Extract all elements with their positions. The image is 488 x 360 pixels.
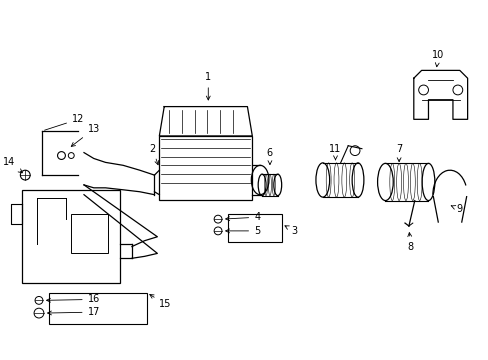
- Text: 13: 13: [71, 124, 100, 147]
- Text: 15: 15: [149, 294, 171, 309]
- Text: 17: 17: [47, 307, 100, 317]
- Text: 2: 2: [149, 144, 158, 165]
- Bar: [227, 214, 281, 242]
- Bar: [22, 190, 120, 283]
- Text: 16: 16: [46, 294, 100, 305]
- Bar: [71, 214, 108, 253]
- Text: 11: 11: [329, 144, 341, 160]
- Text: 7: 7: [395, 144, 402, 162]
- Text: 5: 5: [225, 226, 260, 236]
- Text: 12: 12: [44, 114, 84, 130]
- Text: 4: 4: [225, 212, 260, 222]
- Text: 14: 14: [3, 157, 22, 173]
- Text: 6: 6: [266, 148, 272, 165]
- Text: 8: 8: [407, 233, 413, 252]
- Bar: [49, 293, 146, 324]
- Bar: [159, 136, 252, 199]
- Text: 1: 1: [205, 72, 211, 100]
- Text: 3: 3: [285, 226, 297, 236]
- Text: 9: 9: [450, 204, 462, 214]
- Text: 10: 10: [431, 50, 444, 67]
